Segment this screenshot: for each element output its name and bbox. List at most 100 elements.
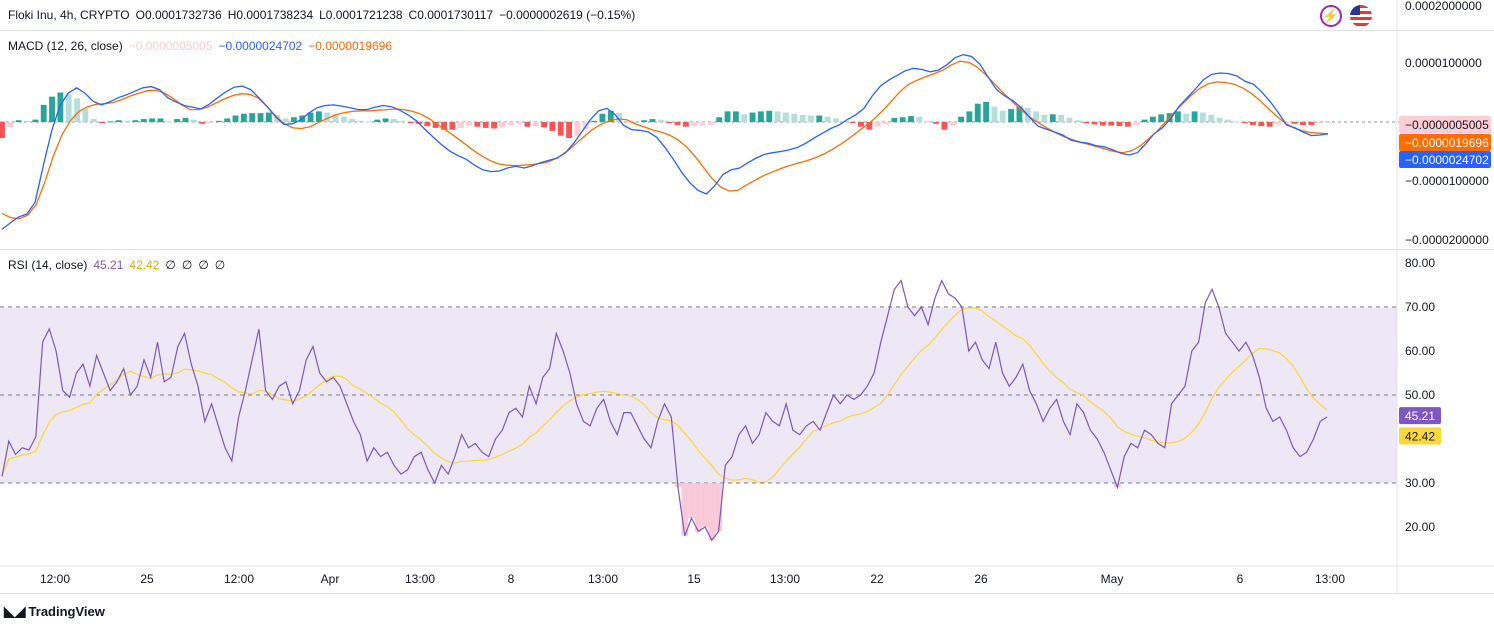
macd-hist-bar — [691, 122, 698, 127]
rsi-axis-label: 70.00 — [1405, 300, 1435, 314]
rsi-oversold-fill — [701, 483, 709, 527]
macd-signal-line — [1, 60, 1329, 220]
macd-hist-bar — [165, 121, 172, 123]
macd-hist-bar — [1258, 122, 1265, 127]
macd-hist-bar — [816, 115, 823, 122]
time-axis-label: 12:00 — [224, 572, 254, 586]
pane-divider[interactable] — [0, 30, 1494, 31]
time-axis-label: 13:00 — [588, 572, 618, 586]
macd-hist-badge-bg — [1399, 116, 1491, 133]
rsi-label[interactable]: RSI (14, close) — [8, 258, 88, 272]
macd-hist-bar — [1124, 122, 1131, 127]
macd-hist-bar — [616, 113, 623, 122]
macd-hist-bar — [466, 122, 472, 126]
macd-hist-bar — [891, 117, 898, 122]
macd-hist-bar — [974, 103, 981, 122]
macd-hist-bar — [824, 116, 831, 122]
macd-hist-bar — [532, 122, 539, 127]
macd-hist-bar — [99, 122, 105, 124]
macd-hist-bar — [107, 121, 114, 123]
macd-hist-bar — [491, 122, 497, 129]
rsi-oversold-fill — [715, 483, 722, 532]
macd-badge: −0.0000024702 — [1405, 153, 1489, 167]
pane-divider[interactable] — [0, 249, 1494, 250]
lightning-icon[interactable]: ⚡ — [1320, 5, 1342, 27]
rsi-ma-badge-bg — [1399, 427, 1441, 445]
rsi-extra: ∅ — [214, 258, 226, 272]
macd-hist-bar — [1233, 121, 1240, 123]
symbol-name[interactable]: Floki Inu, 4h, CRYPTO — [8, 8, 130, 22]
macd-hist-bar — [1008, 109, 1015, 122]
tradingview-logo[interactable]: ◣◢ TradingView — [4, 603, 105, 620]
rsi-extra: ∅ — [165, 258, 176, 272]
macd-hist-bar — [682, 122, 689, 127]
macd-hist-bar — [307, 112, 314, 122]
macd-hist-bar — [791, 113, 798, 122]
macd-signal-badge-bg — [1399, 134, 1491, 151]
macd-hist-bar — [449, 122, 456, 130]
macd-signal-badge: −0.0000019696 — [1405, 136, 1489, 150]
macd-legend: MACD (12, 26, close) −0.0000005005 −0.00… — [8, 39, 392, 53]
tradingview-brand: TradingView — [28, 604, 105, 619]
macd-hist-bar — [349, 119, 356, 122]
rsi-axis-label: 20.00 — [1405, 520, 1435, 534]
macd-hist-bar — [1316, 122, 1323, 124]
macd-hist-bar — [1149, 116, 1156, 122]
time-axis-label: 25 — [140, 572, 154, 586]
macd-hist-bar — [240, 113, 247, 122]
macd-axis-label: 0.0000100000 — [1405, 56, 1482, 70]
time-axis-label: 13:00 — [770, 572, 800, 586]
macd-hist-bar — [699, 122, 706, 126]
symbol-header: Floki Inu, 4h, CRYPTO O0.0001732736 H0.0… — [8, 8, 635, 22]
macd-line — [1, 54, 1329, 230]
ohlc-low: L0.0001721238 — [319, 8, 403, 22]
ohlc-open: O0.0001732736 — [135, 8, 222, 22]
macd-hist-bar — [1033, 111, 1040, 122]
macd-hist-bar — [1191, 111, 1198, 122]
macd-hist-bar — [1049, 114, 1056, 122]
macd-hist-bar — [624, 120, 631, 122]
ohlc-high: H0.0001738234 — [227, 8, 314, 22]
macd-hist-bar — [1108, 122, 1115, 126]
macd-hist-bar — [557, 122, 564, 136]
macd-hist-bar — [366, 121, 372, 123]
macd-hist-bar — [7, 122, 14, 128]
macd-hist-bar — [933, 122, 939, 124]
macd-hist-bar — [407, 122, 414, 123]
macd-label[interactable]: MACD (12, 26, close) — [8, 39, 123, 53]
macd-hist-bar — [958, 116, 964, 122]
us-flag-icon[interactable] — [1350, 5, 1372, 27]
macd-hist-bar — [1041, 114, 1048, 122]
macd-hist-bar — [0, 122, 5, 138]
macd-hist-bar — [641, 120, 648, 122]
macd-hist-bar — [1158, 114, 1165, 122]
rsi-axis-label: 60.00 — [1405, 344, 1435, 358]
rsi-ma-badge: 42.42 — [1405, 429, 1435, 443]
macd-hist-bar — [1116, 122, 1123, 127]
macd-hist-bar — [15, 120, 22, 122]
macd-hist-bar — [374, 119, 381, 122]
macd-hist-bar — [65, 94, 72, 122]
macd-hist-bar — [190, 119, 197, 122]
macd-hist-bar — [833, 118, 839, 122]
macd-hist-bar — [566, 122, 573, 138]
time-axis-label: 26 — [974, 572, 988, 586]
price-axis-label: 0.0002000000 — [1405, 0, 1482, 13]
macd-hist-bar — [516, 122, 522, 124]
macd-hist-bar — [507, 122, 514, 125]
macd-hist-bar — [49, 96, 55, 122]
time-axis-label: 6 — [1237, 572, 1244, 586]
macd-hist-bar — [1058, 114, 1065, 122]
macd-hist-bar — [541, 122, 547, 128]
macd-histogram — [0, 92, 1331, 138]
rsi-line — [1, 279, 1328, 542]
macd-hist-bar — [757, 111, 764, 122]
macd-hist-bar — [1066, 117, 1073, 122]
macd-hist-bar — [124, 120, 131, 122]
time-axis-label: May — [1101, 572, 1124, 586]
macd-hist-bar — [391, 119, 397, 122]
macd-hist-bar — [157, 118, 164, 122]
macd-hist-bar — [549, 122, 556, 131]
rsi-extra: ∅ — [181, 258, 193, 272]
